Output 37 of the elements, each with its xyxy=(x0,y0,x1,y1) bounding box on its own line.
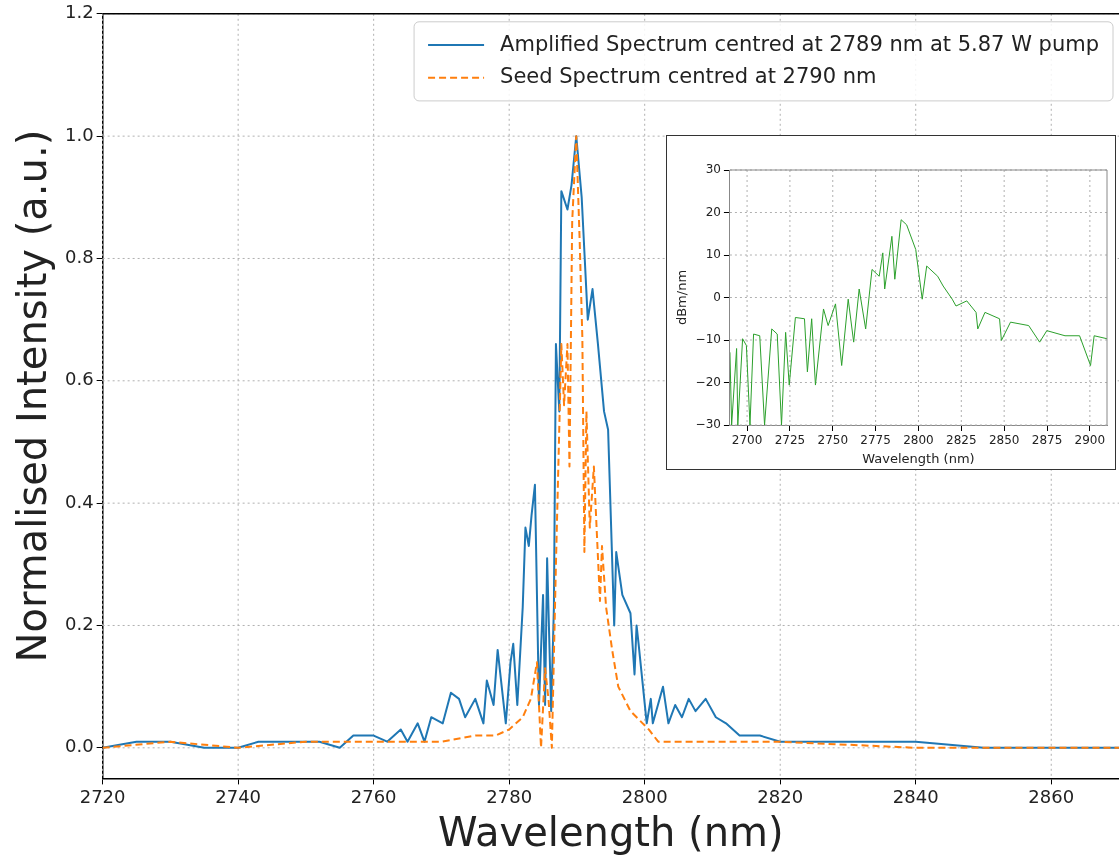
x-tick-label: 2860 xyxy=(1028,785,1075,807)
x-tick-label: 2725 xyxy=(774,433,806,448)
y-tick-label: 30 xyxy=(705,162,721,177)
y-tick-label: 0 xyxy=(713,289,721,304)
y-tick-label: 0.6 xyxy=(64,368,94,390)
x-tick-label: 2740 xyxy=(215,785,262,807)
y-axis-title: Normalised Intensity (a.u.) xyxy=(9,129,56,663)
x-tick-label: 2720 xyxy=(79,785,126,807)
x-tick-label: 2820 xyxy=(757,785,804,807)
x-axis-title: Wavelength (nm) xyxy=(862,450,975,466)
x-tick-label: 2840 xyxy=(892,785,939,807)
x-tick-label: 2875 xyxy=(1031,433,1063,448)
y-axis-title: dBm/nm xyxy=(674,269,690,326)
y-tick-label: 10 xyxy=(705,247,721,262)
x-tick-label: 2775 xyxy=(860,433,891,448)
y-tick-label: −20 xyxy=(695,374,721,389)
x-tick-label: 2700 xyxy=(731,433,763,448)
x-tick-label: 2825 xyxy=(946,433,977,448)
y-tick-label: 0.2 xyxy=(64,613,94,635)
y-tick-label: 0.0 xyxy=(64,735,94,757)
y-tick-label: 20 xyxy=(705,204,721,219)
x-axis-title: Wavelength (nm) xyxy=(438,809,784,856)
y-tick-label: −30 xyxy=(695,417,721,432)
y-tick-label: 0.8 xyxy=(64,246,94,268)
x-tick-label: 2800 xyxy=(903,433,934,448)
y-tick-label: 1.2 xyxy=(64,1,94,23)
y-tick-label: 1.0 xyxy=(64,123,94,145)
y-tick-label: 0.4 xyxy=(64,490,94,512)
x-tick-label: 2800 xyxy=(621,785,668,807)
x-tick-label: 2780 xyxy=(486,785,533,807)
y-tick-label: −10 xyxy=(695,332,721,347)
legend-label: Seed Spectrum centred at 2790 nm xyxy=(500,64,877,89)
x-tick-label: 2900 xyxy=(1074,433,1106,448)
x-tick-label: 2760 xyxy=(350,785,397,807)
x-tick-label: 2850 xyxy=(988,433,1020,448)
legend-label: Amplified Spectrum centred at 2789 nm at 5.87 W pump xyxy=(500,31,1100,56)
x-tick-label: 2750 xyxy=(817,433,849,448)
